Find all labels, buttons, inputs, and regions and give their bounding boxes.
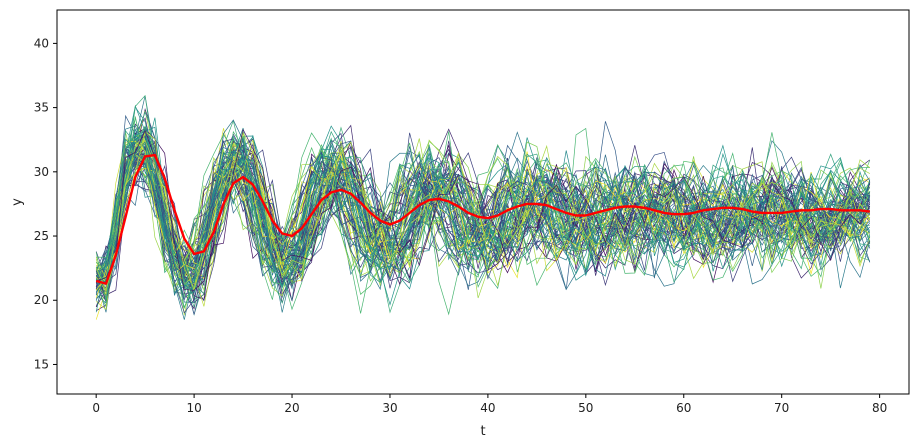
x-axis-label: t [480,424,485,439]
sample-line [96,128,871,291]
sample-line [95,116,871,310]
sample-lines-layer [95,94,871,320]
sample-line [95,135,871,281]
y-axis-ticks: 15 20 25 30 35 40 [34,36,57,371]
plot-frame [56,9,910,395]
sample-line [95,95,871,303]
sample-line [95,134,871,287]
sample-line [95,153,871,304]
x-axis-ticks: 0 10 20 30 40 50 60 70 80 [92,394,887,415]
x-tick-label: 70 [774,401,789,415]
sample-line [95,132,870,281]
sample-line [95,130,871,313]
y-tick-label: 30 [34,165,49,179]
y-axis-label: y [10,198,25,206]
y-tick-label: 40 [34,36,49,50]
y-tick-label: 35 [34,101,49,115]
sample-line [96,127,870,309]
sample-line [95,155,870,289]
y-tick-label: 15 [34,357,49,371]
sample-line [96,140,870,301]
sample-line [95,116,870,316]
mean-line-layer [95,153,870,285]
y-tick-label: 25 [34,229,49,243]
x-tick-label: 10 [186,401,201,415]
x-tick-label: 30 [382,401,397,415]
x-tick-label: 0 [92,401,100,415]
mean-line [95,153,870,285]
sample-line [95,125,871,320]
sample-line [96,142,871,307]
x-tick-label: 20 [284,401,299,415]
x-tick-label: 60 [676,401,691,415]
x-tick-label: 40 [480,401,495,415]
y-tick-label: 20 [34,293,49,307]
x-tick-label: 80 [872,401,887,415]
x-tick-label: 50 [578,401,593,415]
sample-line [95,135,871,314]
